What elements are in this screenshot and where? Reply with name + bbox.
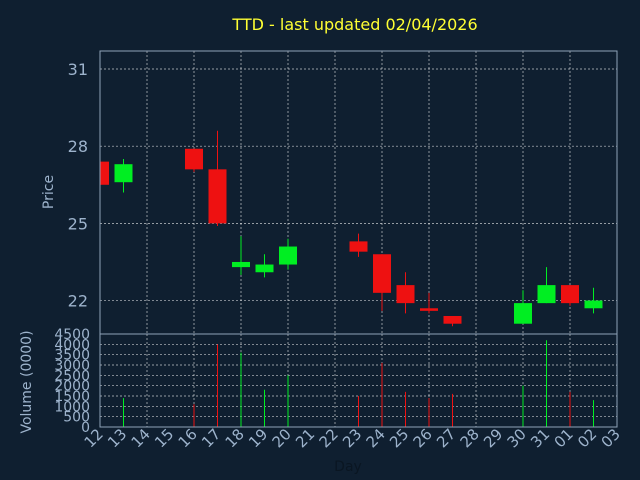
candle-01 [561, 285, 579, 306]
candle-02 [584, 287, 603, 314]
volume-tick-label: 0 [81, 420, 90, 436]
candle-body [208, 169, 227, 224]
candle-body [114, 164, 133, 183]
candle-12 [99, 161, 109, 188]
candle-26 [420, 292, 438, 314]
candle-31 [537, 267, 556, 304]
price-tick-label: 25 [68, 214, 88, 233]
candle-18 [232, 236, 250, 275]
candle-body [396, 285, 415, 304]
candle-body [349, 241, 368, 252]
chart-title: TTD - last updated 02/04/2026 [231, 15, 477, 34]
candle-body [279, 246, 297, 265]
candle-body [373, 254, 391, 293]
x-axis-label: Day [334, 459, 362, 475]
candle-body [420, 308, 438, 311]
candle-13 [114, 159, 133, 193]
volume-bars [123, 340, 594, 427]
candle-24 [373, 254, 391, 311]
candle-25 [396, 272, 415, 314]
candle-30 [514, 290, 532, 324]
volume-panel-frame [99, 333, 618, 428]
candle-23 [349, 233, 368, 257]
volume-tick-label: 1000 [54, 399, 90, 415]
volume-axis-label: Volume (0000) [19, 330, 35, 433]
volume-tick-label: 3500 [54, 348, 90, 364]
volume-tick-label: 4000 [54, 337, 90, 353]
price-tick-label: 31 [68, 60, 88, 79]
candle-body [514, 303, 532, 324]
candles [99, 130, 603, 327]
price-tick-labels: 22 25 28 31 [68, 60, 88, 311]
candle-17 [208, 130, 227, 226]
volume-tick-label: 2500 [54, 368, 90, 384]
y-axis-label: Price [41, 175, 57, 209]
price-grid [100, 51, 617, 334]
candle-body [255, 264, 274, 273]
price-tick-label: 22 [68, 292, 88, 311]
volume-tick-label: 1500 [54, 389, 90, 405]
x-tick-labels: 1213141516171819202122232425262728293031… [81, 425, 624, 451]
volume-tick-label: 3000 [54, 358, 90, 374]
candle-body [232, 261, 250, 268]
candle-body [443, 315, 462, 324]
candle-20 [279, 238, 297, 270]
candle-body [584, 300, 603, 309]
candle-27 [443, 315, 462, 327]
candle-body [185, 148, 203, 170]
price-tick-label: 28 [68, 137, 88, 156]
candle-16 [185, 148, 203, 172]
volume-tick-label: 500 [63, 410, 90, 426]
candle-body [100, 161, 109, 185]
volume-tick-label: 4500 [54, 327, 90, 343]
candle-body [537, 285, 556, 304]
candle-body [561, 285, 579, 304]
volume-tick-label: 2000 [54, 379, 90, 395]
candle-19 [255, 254, 274, 278]
